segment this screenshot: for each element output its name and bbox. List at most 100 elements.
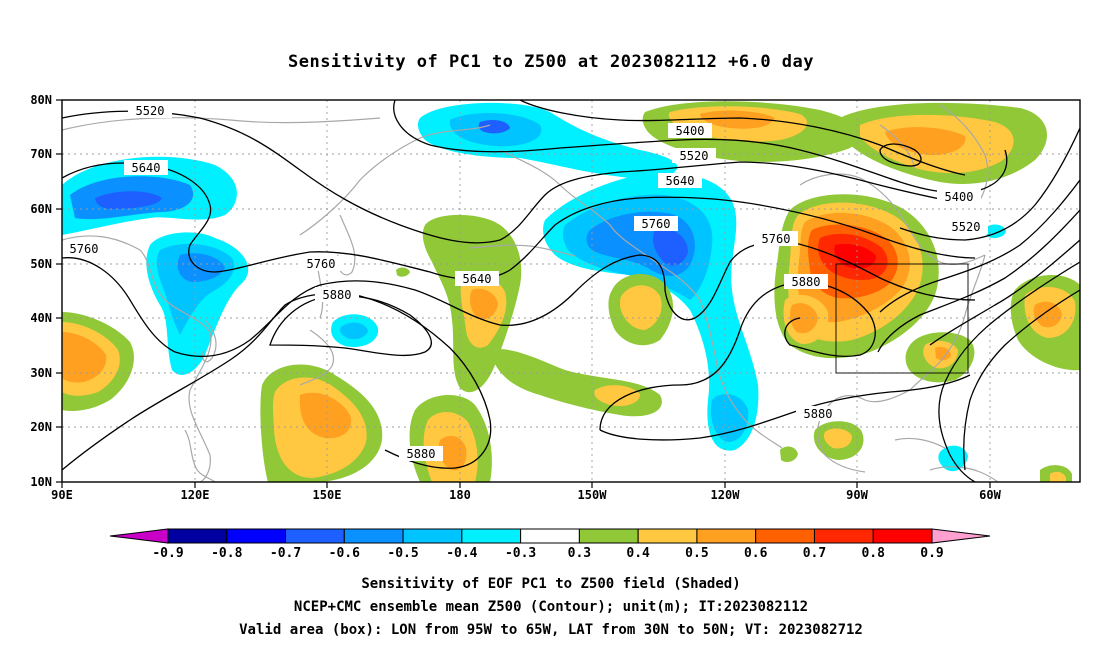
colorbar-swatch <box>461 528 522 544</box>
contour-label-0: 5520 <box>128 103 172 118</box>
shade-neg-caribbean <box>938 445 968 472</box>
shade-pos-se-us-inner <box>935 346 951 361</box>
colorbar-swatch <box>813 528 874 544</box>
contour-label-text-0: 5520 <box>136 104 165 118</box>
shade-pos-dateline-inner <box>438 435 467 471</box>
contour-label-9: 5400 <box>668 123 712 138</box>
coastline-sa <box>929 466 999 482</box>
lat-label-60n: 60N <box>30 202 52 216</box>
contour-low-ring <box>879 143 922 167</box>
contour-label-7: 5640 <box>658 173 702 188</box>
shade-pos-centralam-core <box>823 428 852 449</box>
colorbar-tick-label: 0.5 <box>685 546 708 561</box>
axis-ticks <box>56 99 991 488</box>
colorbar-swatch <box>696 528 757 544</box>
caption-line-1: Sensitivity of EOF PC1 to Z500 field (Sh… <box>361 576 740 592</box>
contour-east-5 <box>938 261 1080 482</box>
map-panel: 5520 5640 5760 5760 5880 5640 5760 5640 … <box>30 93 1081 502</box>
contour-label-12: 5880 <box>796 406 840 421</box>
colorbar-swatch <box>872 528 933 544</box>
lon-label-90e: 90E <box>51 488 73 502</box>
lon-label-150w: 150W <box>578 488 608 502</box>
contour-label-4: 5880 <box>315 287 359 302</box>
contour-label-text-11: 5880 <box>792 275 821 289</box>
contour-label-8: 5520 <box>672 148 716 163</box>
colorbar-tick-label: -0.8 <box>211 546 242 561</box>
colorbar-swatch <box>402 528 463 544</box>
shade-pos-midpac-patch <box>594 385 640 406</box>
contour-label-text-8: 5520 <box>680 149 709 163</box>
contour-label-text-12: 5880 <box>804 407 833 421</box>
colorbar-swatch <box>520 528 580 544</box>
gridlines <box>62 100 1080 482</box>
contour-east-2 <box>879 179 1080 313</box>
coastline-cuba <box>894 437 946 449</box>
shade-neg-manchuria-inner <box>177 253 225 282</box>
coastline-asia <box>62 235 212 482</box>
coastlines <box>62 104 999 482</box>
caption-line-2: NCEP+CMC ensemble mean Z500 (Contour); u… <box>294 599 808 615</box>
lat-label-40n: 40N <box>30 311 52 325</box>
contour-label-text-2: 5760 <box>70 242 99 256</box>
coastline-baffin <box>879 124 916 169</box>
colorbar-swatches <box>167 528 933 544</box>
contour-label-text-1: 5640 <box>132 161 161 175</box>
colorbar-tick-label: -0.4 <box>446 546 477 561</box>
lon-label-90w: 90W <box>846 488 868 502</box>
coastline-kamchatka <box>299 124 491 236</box>
shade-neg-japan-core <box>339 322 368 340</box>
lat-label-20n: 20N <box>30 420 52 434</box>
shade-pos-mexico-spot <box>780 446 798 462</box>
shade-pos-ne-pac-core <box>620 285 662 330</box>
colorbar-high-arrow <box>931 528 991 544</box>
caption-line-3: Valid area (box): LON from 95W to 65W, L… <box>239 622 863 638</box>
contour-label-text-14: 5400 <box>945 190 974 204</box>
contour-label-5: 5640 <box>455 271 499 286</box>
figure-title: Sensitivity of PC1 to Z500 at 2023082112… <box>288 52 814 72</box>
contour-label-text-6: 5760 <box>642 217 671 231</box>
lat-label-70n: 70N <box>30 147 52 161</box>
shade-pos-namerica-core <box>834 244 876 269</box>
contour-labels: 5520 5640 5760 5760 5880 5640 5760 5640 … <box>62 103 988 461</box>
lat-labels: 80N 70N 60N 50N 40N 30N 20N 10N <box>30 93 52 489</box>
shade-neg-pacific-nw-deep <box>652 228 688 266</box>
shade-neg-siberia-inner <box>95 191 162 210</box>
coastline-alaska <box>499 149 783 449</box>
shade-pos-midpac-spot <box>396 267 410 277</box>
coastline-korea <box>202 319 217 363</box>
shade-pos-arctic-east-inner <box>700 110 775 129</box>
contour-label-text-4: 5880 <box>323 288 352 302</box>
contour-5640-west <box>62 162 976 280</box>
lon-label-120w: 120W <box>711 488 741 502</box>
coastline-japan <box>299 329 334 386</box>
shade-pos-namerica-south-core <box>789 303 818 334</box>
coastline-greenland <box>939 104 989 201</box>
lon-label-150e: 150E <box>313 488 342 502</box>
map-frame <box>61 99 1081 483</box>
colorbar-tick-label: 0.8 <box>861 546 885 561</box>
contour-label-text-15: 5520 <box>952 220 981 234</box>
colorbar-swatch <box>343 528 404 544</box>
colorbar-low-arrow <box>109 528 169 544</box>
contour-5880-west <box>62 292 492 471</box>
contour-label-text-7: 5640 <box>666 174 695 188</box>
contour-east-1 <box>899 127 1080 241</box>
colorbar-tick-label: 0.9 <box>920 546 943 561</box>
shade-neg-arctic-inner <box>478 120 510 134</box>
colorbar-swatch <box>167 528 228 544</box>
contour-label-text-5: 5640 <box>463 272 492 286</box>
lon-label-120e: 120E <box>181 488 210 502</box>
colorbar-tick-label: 0.7 <box>803 546 826 561</box>
contour-label-15: 5520 <box>944 219 988 234</box>
shade-pos-china-inner <box>62 332 107 383</box>
colorbar-tick-label: 0.6 <box>744 546 768 561</box>
shade-pos-atlantic-inner <box>1033 301 1062 328</box>
coastline-aleutians <box>469 244 576 257</box>
contour-label-text-13: 5880 <box>407 447 436 461</box>
shade-pos-aleutian-inner <box>470 288 498 320</box>
coastline-arctic-rus <box>62 117 381 131</box>
contour-arc-2 <box>519 100 966 176</box>
coastline-philippines <box>184 429 216 482</box>
contour-east-4 <box>929 239 1080 346</box>
